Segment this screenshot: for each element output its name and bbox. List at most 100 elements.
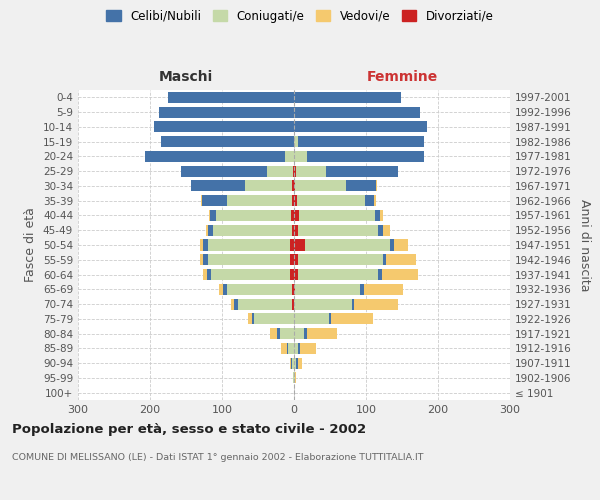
Bar (248, 314, 251, 324)
Bar (200, 240, 203, 250)
Bar (292, 224, 294, 236)
Bar (154, 122, 294, 132)
Y-axis label: Fasce di età: Fasce di età (25, 208, 37, 282)
Bar (291, 358, 292, 368)
Bar (212, 224, 292, 236)
Bar (191, 180, 245, 192)
Bar (346, 180, 376, 192)
Bar (294, 269, 298, 280)
Bar (296, 166, 326, 176)
Bar (292, 284, 294, 295)
Bar (161, 136, 294, 147)
Bar (376, 180, 377, 192)
Y-axis label: Anni di nascita: Anni di nascita (578, 198, 591, 291)
Bar (378, 269, 382, 280)
Bar (292, 358, 294, 368)
Bar (382, 269, 418, 280)
Bar (294, 343, 298, 354)
Bar (209, 210, 210, 221)
Bar (295, 372, 296, 384)
Legend: Celibi/Nubili, Coniugati/e, Vedovi/e, Divorziati/e: Celibi/Nubili, Coniugati/e, Vedovi/e, Di… (101, 5, 499, 28)
Bar (268, 166, 293, 176)
Bar (294, 372, 295, 384)
Bar (281, 343, 287, 354)
Bar (280, 328, 294, 339)
Bar (331, 314, 373, 324)
Bar (292, 180, 294, 192)
Bar (383, 224, 390, 236)
Bar (360, 284, 364, 295)
Bar (203, 269, 207, 280)
Bar (277, 328, 280, 339)
Bar (290, 240, 294, 250)
Bar (307, 151, 424, 162)
Bar (294, 284, 295, 295)
Bar (234, 298, 238, 310)
Bar (296, 358, 298, 368)
Bar (291, 210, 294, 221)
Bar (203, 240, 208, 250)
Bar (208, 224, 212, 236)
Bar (295, 180, 346, 192)
Bar (145, 151, 286, 162)
Bar (292, 195, 294, 206)
Bar (305, 240, 390, 250)
Bar (374, 195, 376, 206)
Bar (210, 210, 215, 221)
Bar (208, 240, 290, 250)
Bar (181, 166, 268, 176)
Bar (294, 195, 297, 206)
Bar (295, 284, 360, 295)
Bar (364, 284, 403, 295)
Text: Maschi: Maschi (159, 70, 213, 84)
Bar (294, 166, 296, 176)
Bar (292, 298, 294, 310)
Bar (206, 224, 208, 236)
Bar (269, 328, 277, 339)
Bar (223, 284, 227, 295)
Bar (238, 298, 292, 310)
Bar (294, 328, 304, 339)
Bar (294, 224, 298, 236)
Bar (290, 358, 291, 368)
Bar (203, 254, 208, 266)
Bar (254, 314, 294, 324)
Bar (294, 122, 427, 132)
Bar (219, 284, 223, 295)
Bar (293, 372, 294, 384)
Bar (300, 343, 316, 354)
Text: Popolazione per età, sesso e stato civile - 2002: Popolazione per età, sesso e stato civil… (12, 422, 366, 436)
Bar (298, 136, 424, 147)
Bar (304, 328, 307, 339)
Bar (298, 343, 300, 354)
Bar (293, 166, 294, 176)
Bar (294, 240, 305, 250)
Bar (227, 284, 292, 295)
Bar (298, 358, 302, 368)
Bar (394, 240, 409, 250)
Bar (251, 314, 254, 324)
Bar (294, 298, 352, 310)
Bar (294, 106, 420, 118)
Bar (202, 195, 227, 206)
Bar (352, 298, 355, 310)
Bar (390, 240, 394, 250)
Bar (355, 298, 398, 310)
Text: Femmine: Femmine (367, 70, 437, 84)
Bar (287, 343, 288, 354)
Bar (365, 195, 374, 206)
Bar (307, 328, 337, 339)
Bar (386, 254, 416, 266)
Text: COMUNE DI MELISSANO (LE) - Dati ISTAT 1° gennaio 2002 - Elaborazione TUTTITALIA.: COMUNE DI MELISSANO (LE) - Dati ISTAT 1°… (12, 452, 424, 462)
Bar (298, 224, 378, 236)
Bar (326, 166, 398, 176)
Bar (201, 195, 202, 206)
Bar (374, 210, 380, 221)
Bar (227, 195, 292, 206)
Bar (215, 210, 291, 221)
Bar (298, 269, 378, 280)
Bar (158, 106, 294, 118)
Bar (286, 151, 294, 162)
Bar (211, 269, 290, 280)
Bar (297, 195, 365, 206)
